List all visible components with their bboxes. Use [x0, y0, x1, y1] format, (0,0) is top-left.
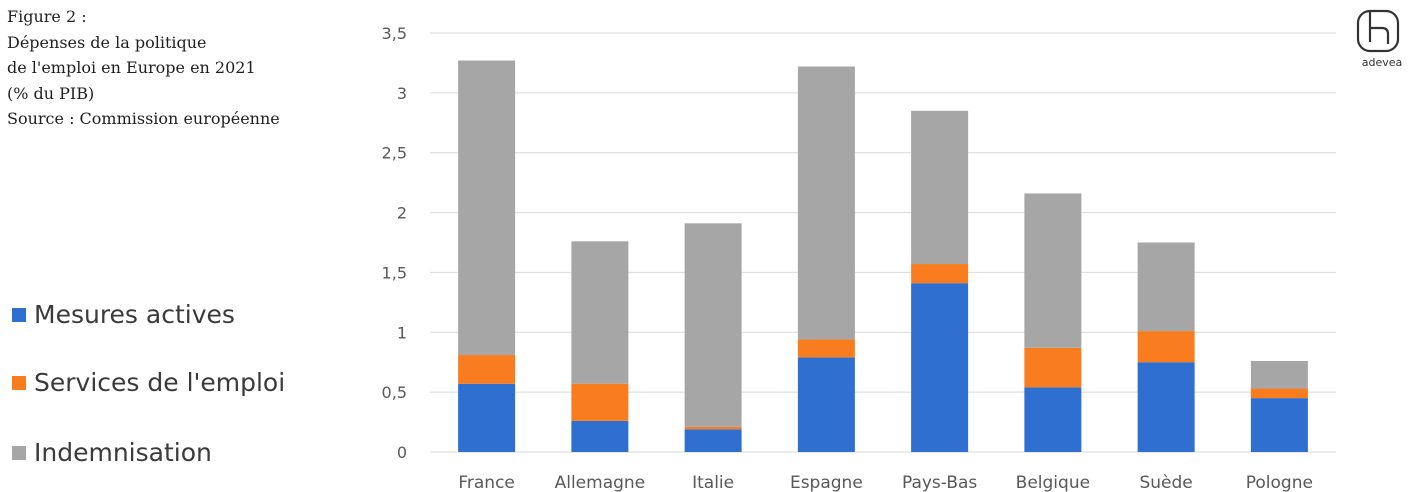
bar-segment-indemnisation: [797, 66, 855, 340]
bar-segment-services-de-l-emploi: [797, 339, 855, 358]
y-tick-label: 1,5: [382, 263, 407, 282]
bar-segment-services-de-l-emploi: [684, 426, 742, 430]
figure-source: Source : Commission européenne: [7, 109, 280, 128]
y-axis-tick-labels: 0 0,5 1 1,5 2 2,5 3 3,5: [382, 24, 407, 462]
bar-segment-indemnisation: [571, 241, 629, 384]
x-tick-label: Pays-Bas: [902, 473, 977, 492]
bar-segment-mesures-actives: [797, 357, 855, 452]
bar-segment-indemnisation: [684, 223, 742, 427]
bars: [458, 60, 1308, 452]
adevea-logo-icon: adevea: [1352, 8, 1412, 76]
x-tick-label: Italie: [692, 473, 734, 492]
x-axis-tick-labels: France Allemagne Italie Espagne Pays-Bas Belg…: [458, 473, 1313, 492]
legend-item-services-emploi: Services de l'emploi: [12, 368, 285, 397]
figure-title-line-1: Dépenses de la politique: [7, 32, 207, 52]
y-tick-label: 3: [397, 84, 407, 103]
bar-segment-services-de-l-emploi: [571, 383, 629, 421]
x-tick-label: Espagne: [790, 473, 863, 492]
y-tick-label: 2: [397, 204, 407, 223]
x-tick-label: Pologne: [1246, 473, 1313, 492]
legend-label: Indemnisation: [34, 438, 212, 467]
bar-segment-indemnisation: [458, 60, 516, 356]
bar-segment-indemnisation: [911, 110, 969, 265]
svg-text:adevea: adevea: [1362, 56, 1403, 69]
y-tick-label: 0,5: [382, 383, 407, 402]
x-tick-label: Allemagne: [555, 473, 646, 492]
bar-segment-indemnisation: [1250, 361, 1308, 389]
gridlines: [430, 32, 1336, 453]
bar-segment-mesures-actives: [1024, 387, 1082, 452]
legend-label: Services de l'emploi: [34, 368, 286, 397]
bar-segment-mesures-actives: [458, 383, 516, 452]
bar-segment-services-de-l-emploi: [1024, 347, 1082, 388]
legend-item-indemnisation: Indemnisation: [12, 438, 212, 467]
bar-segment-mesures-actives: [571, 420, 629, 452]
x-tick-label: France: [458, 473, 515, 492]
legend-label: Mesures actives: [34, 300, 235, 329]
bar-segment-mesures-actives: [684, 429, 742, 452]
bar-segment-services-de-l-emploi: [1250, 388, 1308, 399]
bar-segment-mesures-actives: [1137, 362, 1195, 452]
legend-swatch: [12, 445, 26, 460]
bar-segment-indemnisation: [1137, 242, 1195, 332]
figure-unit: (% du PIB): [7, 83, 95, 103]
bar-segment-services-de-l-emploi: [1137, 331, 1195, 363]
figure-number: Figure 2 :: [7, 7, 87, 26]
y-tick-label: 0: [397, 443, 407, 462]
bar-segment-services-de-l-emploi: [458, 355, 516, 384]
bar-segment-mesures-actives: [911, 283, 969, 452]
y-tick-label: 1: [397, 323, 407, 342]
legend-swatch: [12, 375, 26, 390]
x-tick-label: Suède: [1139, 473, 1192, 492]
y-tick-label: 2,5: [382, 144, 407, 163]
figure-title-line-2: de l'emploi en Europe en 2021: [7, 58, 256, 77]
figure-title-block: Figure 2 : Dépenses de la politique de l…: [7, 4, 367, 132]
y-tick-label: 3,5: [382, 24, 407, 43]
bar-segment-indemnisation: [1024, 193, 1082, 348]
legend-item-mesures-actives: Mesures actives: [12, 300, 235, 329]
bar-segment-mesures-actives: [1250, 398, 1308, 452]
x-tick-label: Belgique: [1016, 473, 1090, 492]
legend-swatch: [12, 307, 26, 322]
bar-segment-services-de-l-emploi: [911, 264, 969, 284]
